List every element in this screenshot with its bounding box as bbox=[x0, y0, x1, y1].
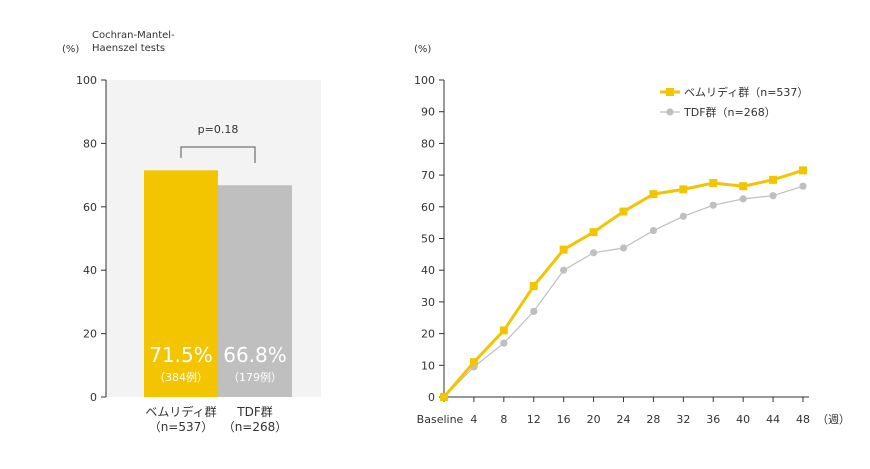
line-x-tick-label: 36 bbox=[706, 413, 720, 426]
line-x-tick-label: 12 bbox=[527, 413, 541, 426]
data-point bbox=[709, 201, 717, 209]
data-point bbox=[799, 182, 807, 190]
bar-y-tick-label: 80 bbox=[83, 137, 97, 150]
line-x-tick-label: 48 bbox=[796, 413, 810, 426]
line-y-tick-label: 0 bbox=[428, 391, 435, 404]
legend-marker bbox=[666, 88, 674, 96]
line-x-unit-label: （週） bbox=[817, 413, 850, 426]
line-x-axis: Baseline 4 8 12 16 20 24 28 32 36 40 44 48 （週） bbox=[417, 396, 850, 426]
line-x-tick-label: 20 bbox=[587, 413, 601, 426]
data-point bbox=[500, 339, 508, 347]
bar-n-label: （n=537） bbox=[149, 420, 214, 434]
line-x-tick-label: 24 bbox=[617, 413, 631, 426]
data-point bbox=[739, 195, 747, 203]
bar-y-tick-label: 60 bbox=[83, 201, 97, 214]
data-point bbox=[679, 185, 688, 194]
p-value-bracket: p=0.18 bbox=[180, 123, 256, 163]
data-point bbox=[589, 228, 598, 237]
line-y-tick-label: 20 bbox=[421, 328, 435, 341]
line-x-tick-label: 8 bbox=[500, 413, 507, 426]
line-series-1 bbox=[440, 166, 807, 401]
bar-y-tick-label: 20 bbox=[83, 328, 97, 341]
data-point bbox=[709, 179, 718, 188]
data-point bbox=[589, 249, 598, 257]
legend-label: TDF群（n=268） bbox=[683, 105, 776, 119]
line-y-tick-label: 30 bbox=[421, 296, 435, 309]
line-x-tick-label: 28 bbox=[646, 413, 660, 426]
data-point bbox=[559, 245, 568, 254]
data-point bbox=[560, 266, 568, 274]
data-point bbox=[649, 226, 658, 235]
line-y-tick-label: 90 bbox=[421, 106, 435, 119]
line-x-tick-label: Baseline bbox=[417, 413, 464, 426]
line-y-tick-label: 80 bbox=[421, 137, 435, 150]
bar-y-axis: 0 20 40 60 80 100 bbox=[76, 74, 107, 404]
bar-note-line1: Cochran-Mantel- bbox=[92, 30, 175, 41]
data-point bbox=[529, 282, 538, 291]
p-value-bracket-line bbox=[180, 146, 256, 163]
line-y-tick-label: 10 bbox=[421, 359, 435, 372]
data-point bbox=[799, 166, 807, 175]
line-x-tick-label: 40 bbox=[736, 413, 750, 426]
bar-chart: (%) Cochran-Mantel- Haenszel tests 0 20 40… bbox=[62, 30, 321, 434]
bar-note-line2: Haenszel tests bbox=[92, 43, 165, 54]
line-x-tick-label: 4 bbox=[470, 413, 477, 426]
line-x-tick-label: 16 bbox=[557, 413, 571, 426]
bar-category-label: TDF群 bbox=[236, 405, 272, 419]
bar-y-tick-label: 40 bbox=[83, 264, 97, 277]
bar-count-label: （384例） bbox=[154, 370, 208, 384]
data-point bbox=[769, 192, 777, 200]
line-legend: ベムリディ群（n=537） TDF群（n=268） bbox=[660, 85, 808, 119]
bar-value-label: 66.8% bbox=[223, 343, 287, 367]
line-x-tick-label: 44 bbox=[766, 413, 780, 426]
bar-n-label: （n=268） bbox=[223, 420, 288, 434]
bar-count-label: （179例） bbox=[228, 370, 282, 384]
data-point bbox=[619, 207, 628, 216]
data-point bbox=[530, 307, 538, 316]
data-point bbox=[440, 393, 448, 401]
line-series-group bbox=[440, 166, 807, 401]
bar-value-label: 71.5% bbox=[149, 343, 213, 367]
p-value-label: p=0.18 bbox=[198, 123, 239, 136]
data-point bbox=[469, 358, 478, 367]
data-point bbox=[679, 212, 687, 220]
series-line bbox=[442, 168, 804, 398]
data-point bbox=[619, 244, 628, 252]
bar-2 bbox=[218, 185, 292, 397]
data-point bbox=[769, 175, 778, 184]
line-y-tick-label: 60 bbox=[421, 201, 435, 214]
bar-y-tick-label: 100 bbox=[76, 74, 97, 87]
bar-y-tick-label: 0 bbox=[90, 391, 97, 404]
bar-y-unit-label: (%) bbox=[62, 44, 79, 55]
data-point bbox=[649, 190, 658, 199]
line-y-tick-label: 50 bbox=[421, 233, 435, 246]
legend-label: ベムリディ群（n=537） bbox=[684, 85, 808, 99]
bar-1 bbox=[144, 170, 218, 397]
line-y-tick-label: 100 bbox=[414, 74, 435, 87]
line-y-tick-label: 70 bbox=[421, 169, 435, 182]
line-y-unit-label: (%) bbox=[414, 44, 431, 55]
legend-marker bbox=[666, 108, 674, 116]
bar-x-labels: ベムリディ群（n=537） TDF群（n=268） bbox=[145, 404, 287, 434]
data-point bbox=[739, 182, 748, 191]
bar-series: 71.5% （384例） 66.8% （179例） bbox=[144, 170, 292, 397]
bar-category-label: ベムリディ群 bbox=[145, 404, 216, 419]
series-line bbox=[443, 185, 804, 398]
line-y-axis: 0 10 20 30 40 50 60 70 80 90 100 bbox=[414, 74, 445, 404]
line-y-tick-label: 40 bbox=[421, 264, 435, 277]
data-point bbox=[499, 326, 508, 335]
line-x-tick-label: 32 bbox=[676, 413, 690, 426]
